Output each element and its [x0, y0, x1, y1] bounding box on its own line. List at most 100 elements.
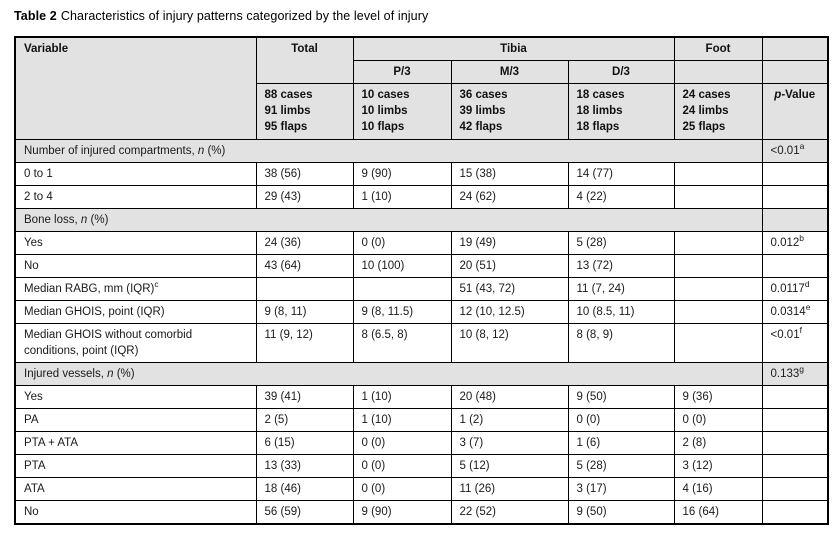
cell-p3: 0 (0): [352, 477, 452, 501]
cell-pvalue: [761, 454, 829, 478]
cell-m3: 24 (62): [450, 185, 569, 209]
cell-pvalue: [761, 408, 829, 432]
table-row: Yes 39 (41) 1 (10) 20 (48) 9 (50) 9 (36): [14, 385, 829, 409]
table-row: Median GHOIS, point (IQR) 9 (8, 11) 9 (8, …: [14, 300, 829, 324]
cell-variable: No: [14, 500, 257, 525]
cell-foot: [673, 277, 763, 301]
cell-variable: PTA + ATA: [14, 431, 257, 455]
cell-total: 39 (41): [255, 385, 354, 409]
cell-variable: Median GHOIS, point (IQR): [14, 300, 257, 324]
header-pvalue: p-Value: [761, 83, 829, 140]
cell-variable: No: [14, 254, 257, 278]
cell-p3: 9 (8, 11.5): [352, 300, 452, 324]
cell-p3: 10 (100): [352, 254, 452, 278]
cell-pvalue: [761, 477, 829, 501]
cell-foot: 0 (0): [673, 408, 763, 432]
cell-pvalue: <0.01a: [761, 139, 829, 163]
table-body: Number of injured compartments, n (%) <0.…: [14, 139, 829, 525]
table-row: PTA + ATA 6 (15) 0 (0) 3 (7) 1 (6) 2 (8): [14, 431, 829, 455]
cell-p3: 0 (0): [352, 231, 452, 255]
cell-total: 24 (36): [255, 231, 354, 255]
table-row: PTA 13 (33) 0 (0) 5 (12) 5 (28) 3 (12): [14, 454, 829, 478]
cell-p3: 0 (0): [352, 431, 452, 455]
cell-total: 18 (46): [255, 477, 354, 501]
cell-pvalue: 0.0314e: [761, 300, 829, 324]
cell-p3: [352, 277, 452, 301]
cell-m3: 20 (48): [450, 385, 569, 409]
header-foot-spacer: [673, 60, 763, 84]
cell-total: 2 (5): [255, 408, 354, 432]
section-label-cell: Bone loss, n (%): [14, 208, 763, 232]
table-caption-text: Characteristics of injury patterns categ…: [60, 9, 429, 23]
cell-d3: 9 (50): [567, 500, 675, 525]
cell-total: 11 (9, 12): [255, 323, 354, 363]
cell-foot: [673, 323, 763, 363]
table-row: No 56 (59) 9 (90) 22 (52) 9 (50) 16 (64): [14, 500, 829, 525]
cell-variable: PTA: [14, 454, 257, 478]
cell-d3: 11 (7, 24): [567, 277, 675, 301]
cell-pvalue: <0.01f: [761, 323, 829, 363]
cell-p3: 9 (90): [352, 500, 452, 525]
table-caption-label: Table 2: [14, 9, 57, 23]
cell-p3: 1 (10): [352, 385, 452, 409]
cell-d3: 14 (77): [567, 162, 675, 186]
cell-pvalue: [761, 162, 829, 186]
cell-p3: 1 (10): [352, 408, 452, 432]
cell-pvalue: 0.0117d: [761, 277, 829, 301]
cell-variable: Yes: [14, 385, 257, 409]
cell-variable: ATA: [14, 477, 257, 501]
header-counts-0: 88 cases 91 limbs 95 flaps: [255, 83, 354, 140]
cell-foot: 3 (12): [673, 454, 763, 478]
header-row-groups: Variable Total Tibia Foot: [14, 36, 829, 140]
cell-m3: 19 (49): [450, 231, 569, 255]
cell-p3: 0 (0): [352, 454, 452, 478]
table-row: Median GHOIS without comorbid conditions…: [14, 323, 829, 363]
cell-pvalue: 0.133g: [761, 362, 829, 386]
table-row: ATA 18 (46) 0 (0) 11 (26) 3 (17) 4 (16): [14, 477, 829, 501]
header-counts-4: 24 cases 24 limbs 25 flaps: [673, 83, 763, 140]
cell-pvalue: [761, 431, 829, 455]
header-subcol-p3: P/3: [352, 60, 452, 84]
cell-variable: Median RABG, mm (IQR)c: [14, 277, 257, 301]
cell-foot: 4 (16): [673, 477, 763, 501]
header-row-subcols: P/3 M/3 D/3: [15, 60, 829, 84]
cell-total: [255, 277, 354, 301]
cell-p3: 1 (10): [352, 185, 452, 209]
cell-foot: [673, 162, 763, 186]
cell-m3: 12 (10, 12.5): [450, 300, 569, 324]
cell-variable: PA: [14, 408, 257, 432]
cell-total: 56 (59): [255, 500, 354, 525]
injury-patterns-table: Variable Total Tibia Foot P/3 M/3 D/3 88 cases 9…: [14, 36, 829, 525]
header-variable: Variable: [14, 36, 257, 140]
table-row-section: Bone loss, n (%): [14, 208, 829, 232]
cell-variable: Yes: [14, 231, 257, 255]
header-tibia: Tibia: [352, 36, 675, 61]
header-subcol-d3: D/3: [567, 60, 675, 84]
section-label-cell: Number of injured compartments, n (%): [14, 139, 763, 163]
cell-d3: 0 (0): [567, 408, 675, 432]
cell-d3: 8 (8, 9): [567, 323, 675, 363]
page: Table 2 Characteristics of injury pattern…: [14, 9, 829, 525]
cell-m3: 51 (43, 72): [450, 277, 569, 301]
cell-variable: 0 to 1: [14, 162, 257, 186]
cell-variable: Median GHOIS without comorbid conditions…: [14, 323, 257, 363]
cell-foot: 16 (64): [673, 500, 763, 525]
table-row: Yes 24 (36) 0 (0) 19 (49) 5 (28) 0.012b: [14, 231, 829, 255]
cell-pvalue: [761, 185, 829, 209]
cell-foot: [673, 185, 763, 209]
cell-foot: [673, 231, 763, 255]
header-counts-1: 10 cases 10 limbs 10 flaps: [352, 83, 452, 140]
cell-pvalue: [761, 208, 829, 232]
table-row-section: Injured vessels, n (%) 0.133g: [14, 362, 829, 386]
cell-pvalue: [761, 500, 829, 525]
cell-total: 6 (15): [255, 431, 354, 455]
cell-total: 9 (8, 11): [255, 300, 354, 324]
cell-variable: 2 to 4: [14, 185, 257, 209]
cell-total: 29 (43): [255, 185, 354, 209]
cell-total: 13 (33): [255, 454, 354, 478]
cell-d3: 10 (8.5, 11): [567, 300, 675, 324]
header-pvalue-spacer: [761, 60, 829, 84]
table-row: Median RABG, mm (IQR)c 51 (43, 72) 11 (7, …: [14, 277, 829, 301]
cell-foot: [673, 254, 763, 278]
table-row: No 43 (64) 10 (100) 20 (51) 13 (72): [14, 254, 829, 278]
